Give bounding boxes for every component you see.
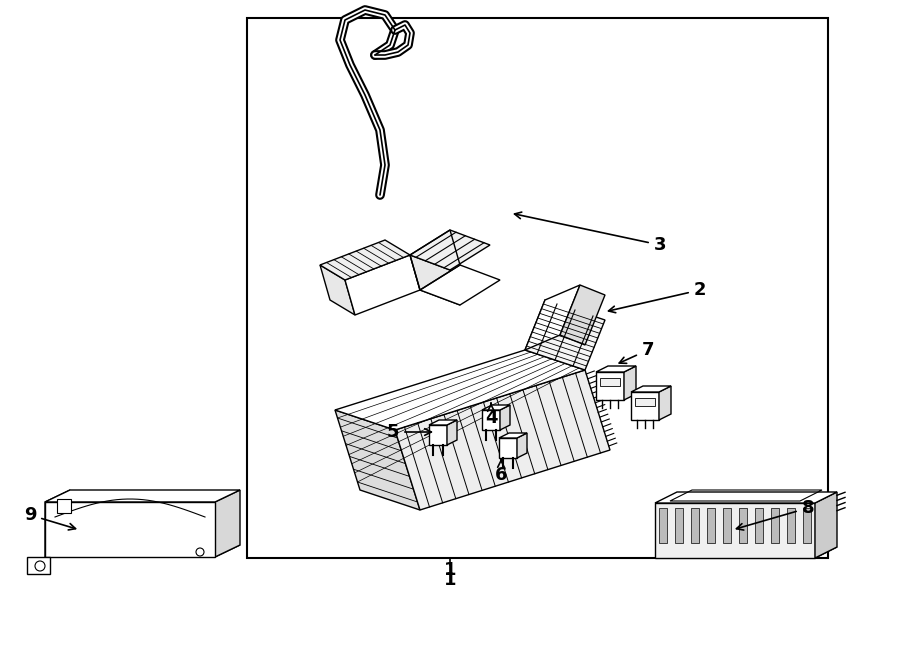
Bar [755, 508, 763, 543]
Polygon shape [320, 265, 355, 315]
Polygon shape [27, 557, 50, 574]
Bar [707, 508, 715, 543]
Polygon shape [410, 255, 460, 305]
Bar [675, 508, 683, 543]
Polygon shape [499, 433, 527, 438]
Polygon shape [420, 265, 500, 305]
Text: 1: 1 [444, 571, 456, 589]
Polygon shape [45, 490, 70, 557]
Polygon shape [215, 490, 240, 557]
Text: 4: 4 [485, 403, 498, 427]
Text: 7: 7 [619, 341, 654, 363]
Polygon shape [631, 392, 659, 420]
Text: 3: 3 [515, 212, 666, 254]
Text: 2: 2 [608, 281, 707, 312]
Polygon shape [429, 425, 447, 445]
Polygon shape [429, 420, 457, 425]
Polygon shape [345, 255, 420, 315]
Polygon shape [596, 366, 636, 372]
Polygon shape [410, 230, 490, 270]
Polygon shape [45, 490, 240, 502]
Polygon shape [335, 410, 420, 510]
Circle shape [196, 548, 204, 556]
Polygon shape [659, 386, 671, 420]
Text: 6: 6 [495, 460, 508, 484]
Polygon shape [525, 300, 605, 370]
Bar [600, 378, 620, 386]
Bar [803, 508, 811, 543]
Polygon shape [447, 420, 457, 445]
Polygon shape [517, 433, 527, 458]
Text: 8: 8 [736, 499, 814, 530]
Polygon shape [499, 438, 517, 458]
Bar [57, 499, 71, 513]
Bar [691, 508, 699, 543]
Polygon shape [655, 503, 815, 558]
Polygon shape [631, 386, 671, 392]
Polygon shape [655, 547, 837, 558]
Bar [659, 508, 667, 543]
Polygon shape [525, 285, 580, 350]
Bar [739, 508, 747, 543]
Bar [771, 508, 779, 543]
Polygon shape [45, 502, 215, 557]
Polygon shape [482, 410, 500, 430]
Polygon shape [320, 240, 410, 280]
Bar [247, 18, 828, 558]
Polygon shape [596, 372, 624, 400]
Polygon shape [624, 366, 636, 400]
Bar [635, 398, 655, 406]
Polygon shape [500, 405, 510, 430]
Bar [723, 508, 731, 543]
Bar [787, 508, 795, 543]
Polygon shape [655, 492, 837, 503]
Polygon shape [45, 545, 240, 557]
Polygon shape [395, 370, 610, 510]
Text: 5: 5 [387, 423, 431, 441]
Polygon shape [335, 350, 585, 430]
Circle shape [35, 561, 45, 571]
Polygon shape [560, 285, 605, 345]
Text: 9: 9 [23, 506, 76, 530]
Polygon shape [482, 405, 510, 410]
Text: 1: 1 [444, 561, 456, 579]
Polygon shape [815, 492, 837, 558]
